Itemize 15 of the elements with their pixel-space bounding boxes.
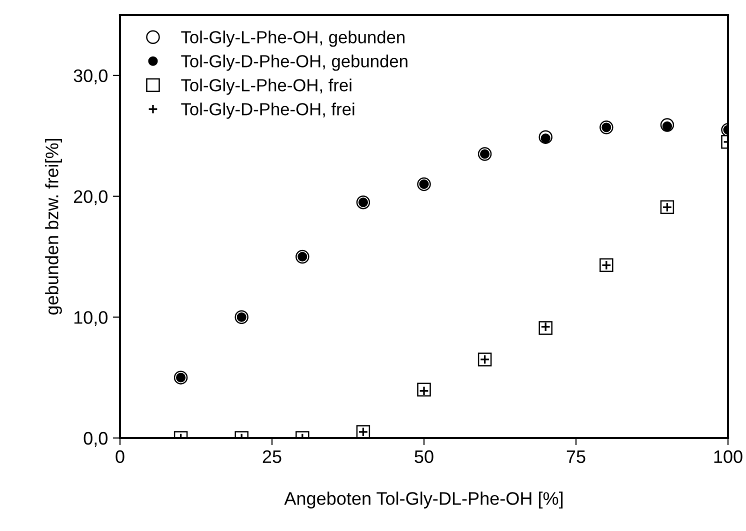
x-tick-label: 75 [566, 450, 586, 464]
x-tick-label: 50 [414, 450, 434, 464]
legend-label: Tol-Gly-D-Phe-OH, frei [181, 102, 354, 119]
y-tick-label: 30,0 [74, 69, 108, 84]
y-tick-label: 10,0 [74, 311, 108, 326]
x-axis-title: Angeboten Tol-Gly-DL-Phe-OH [%] [284, 492, 563, 508]
x-tick-label: 100 [714, 450, 742, 464]
x-tick-label: 0 [116, 450, 124, 464]
legend-label: Tol-Gly-L-Phe-OH, gebunden [181, 30, 404, 47]
y-axis-title: gebunden bzw. frei[%] [45, 138, 62, 315]
x-tick-label: 25 [262, 450, 282, 464]
legend-label: Tol-Gly-D-Phe-OH, gebunden [181, 54, 408, 71]
legend-label: Tol-Gly-L-Phe-OH, frei [181, 78, 352, 95]
y-tick-label: 0,0 [84, 432, 108, 447]
y-tick-label: 20,0 [74, 190, 108, 206]
